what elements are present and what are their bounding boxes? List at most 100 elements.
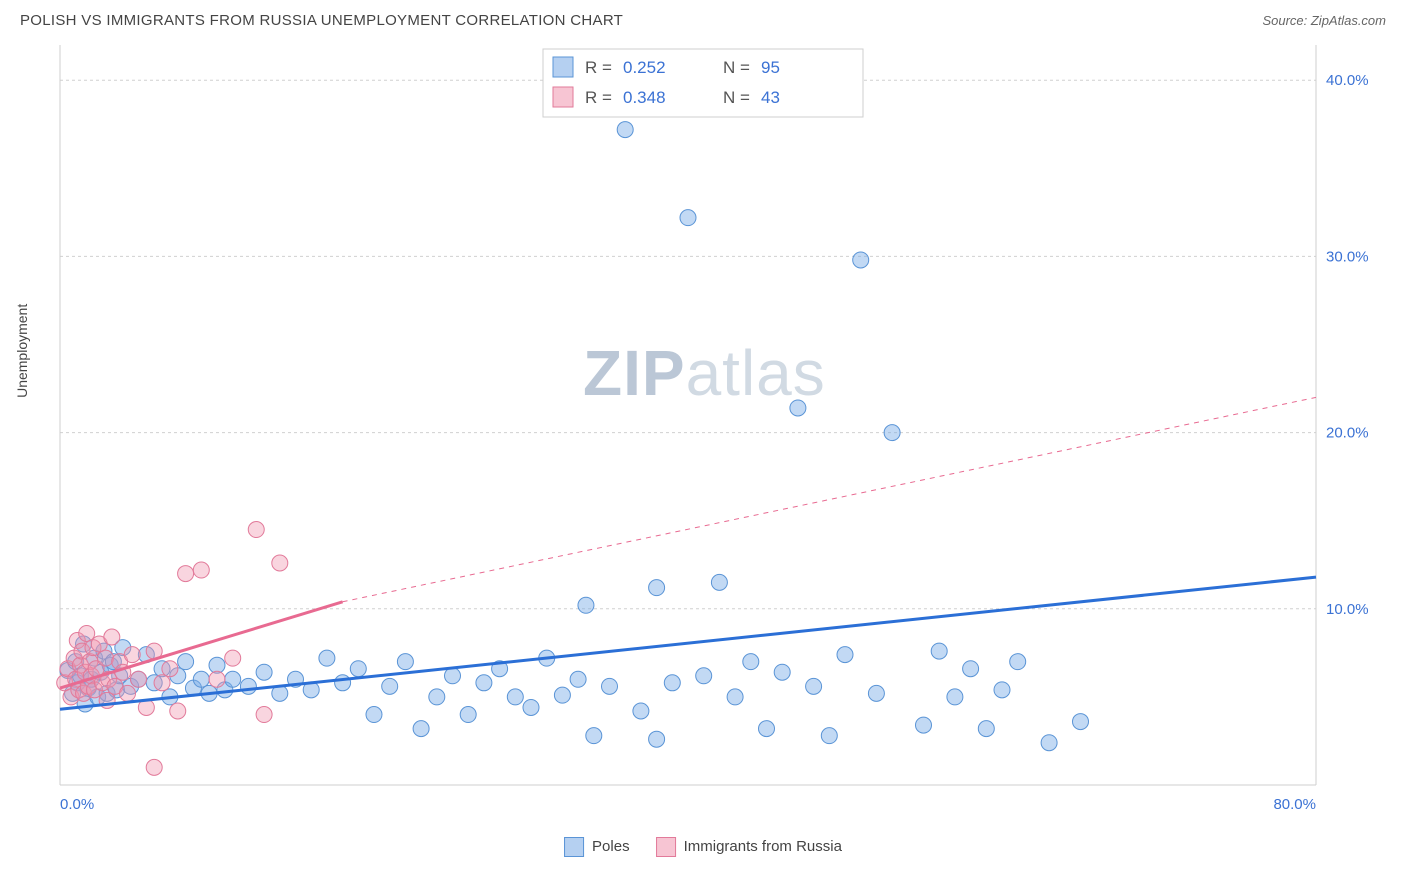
data-point: [931, 643, 947, 659]
data-point: [947, 689, 963, 705]
data-point: [429, 689, 445, 705]
data-point: [98, 650, 114, 666]
data-point: [743, 654, 759, 670]
data-point: [884, 425, 900, 441]
data-point: [256, 707, 272, 723]
stats-r-value: 0.252: [623, 58, 666, 77]
data-point: [178, 654, 194, 670]
data-point: [680, 210, 696, 226]
data-point: [131, 671, 147, 687]
data-point: [806, 678, 822, 694]
data-point: [178, 566, 194, 582]
data-point: [382, 678, 398, 694]
data-point: [154, 675, 170, 691]
data-point: [978, 721, 994, 737]
chart-title: POLISH VS IMMIGRANTS FROM RUSSIA UNEMPLO…: [20, 12, 623, 29]
data-point: [570, 671, 586, 687]
y-tick-label: 20.0%: [1326, 425, 1369, 442]
data-point: [963, 661, 979, 677]
data-point: [868, 685, 884, 701]
data-point: [821, 728, 837, 744]
data-point: [460, 707, 476, 723]
y-tick-label: 30.0%: [1326, 248, 1369, 265]
y-axis-label: Unemployment: [14, 304, 30, 398]
y-tick-label: 40.0%: [1326, 72, 1369, 89]
data-point: [240, 678, 256, 694]
stats-swatch: [553, 87, 573, 107]
data-point: [193, 562, 209, 578]
stats-swatch: [553, 57, 573, 77]
data-point: [586, 728, 602, 744]
legend-item-russia: Immigrants from Russia: [656, 837, 842, 857]
legend-label-poles: Poles: [592, 838, 630, 855]
data-point: [162, 661, 178, 677]
data-point: [774, 664, 790, 680]
data-point: [994, 682, 1010, 698]
chart-container: Unemployment 10.0%20.0%30.0%40.0%0.0%80.…: [20, 35, 1386, 855]
data-point: [366, 707, 382, 723]
data-point: [445, 668, 461, 684]
data-point: [146, 759, 162, 775]
data-point: [790, 400, 806, 416]
stats-r-label: R =: [585, 88, 612, 107]
data-point: [617, 122, 633, 138]
data-point: [1073, 714, 1089, 730]
data-point: [1041, 735, 1057, 751]
stats-r-value: 0.348: [623, 88, 666, 107]
y-tick-label: 10.0%: [1326, 601, 1369, 618]
data-point: [696, 668, 712, 684]
header: POLISH VS IMMIGRANTS FROM RUSSIA UNEMPLO…: [20, 12, 1386, 29]
legend: Poles Immigrants from Russia: [564, 837, 842, 857]
stats-n-value: 95: [761, 58, 780, 77]
data-point: [664, 675, 680, 691]
data-point: [120, 685, 136, 701]
data-point: [759, 721, 775, 737]
watermark: ZIPatlas: [583, 337, 826, 409]
data-point: [578, 597, 594, 613]
data-point: [413, 721, 429, 737]
data-point: [727, 689, 743, 705]
stats-n-label: N =: [723, 88, 750, 107]
trend-line-poles: [60, 577, 1316, 709]
data-point: [523, 699, 539, 715]
legend-swatch-blue: [564, 837, 584, 857]
x-tick-label: 0.0%: [60, 796, 94, 813]
data-point: [335, 675, 351, 691]
stats-r-label: R =: [585, 58, 612, 77]
data-point: [837, 647, 853, 663]
stats-n-label: N =: [723, 58, 750, 77]
data-point: [554, 687, 570, 703]
data-point: [476, 675, 492, 691]
data-point: [256, 664, 272, 680]
legend-label-russia: Immigrants from Russia: [684, 838, 842, 855]
data-point: [170, 703, 186, 719]
data-point: [272, 555, 288, 571]
data-point: [209, 671, 225, 687]
data-point: [711, 574, 727, 590]
source-attribution: Source: ZipAtlas.com: [1262, 13, 1386, 28]
data-point: [853, 252, 869, 268]
data-point: [248, 522, 264, 538]
legend-item-poles: Poles: [564, 837, 630, 857]
data-point: [633, 703, 649, 719]
data-point: [319, 650, 335, 666]
data-point: [397, 654, 413, 670]
data-point: [649, 580, 665, 596]
data-point: [350, 661, 366, 677]
data-point: [79, 625, 95, 641]
trend-line-russia-extrapolated: [343, 397, 1316, 601]
legend-swatch-pink: [656, 837, 676, 857]
data-point: [225, 650, 241, 666]
data-point: [602, 678, 618, 694]
data-point: [225, 671, 241, 687]
data-point: [916, 717, 932, 733]
data-point: [507, 689, 523, 705]
source-link[interactable]: ZipAtlas.com: [1311, 13, 1386, 28]
data-point: [124, 647, 140, 663]
scatter-plot: 10.0% 20.0% 30.0% 40.0% 0.0% 80.0% ZIPatlas R =…: [20, 35, 1386, 835]
x-tick-label: 80.0%: [1273, 796, 1316, 813]
stats-n-value: 43: [761, 88, 780, 107]
source-prefix: Source:: [1262, 13, 1310, 28]
data-point: [1010, 654, 1026, 670]
data-point: [649, 731, 665, 747]
